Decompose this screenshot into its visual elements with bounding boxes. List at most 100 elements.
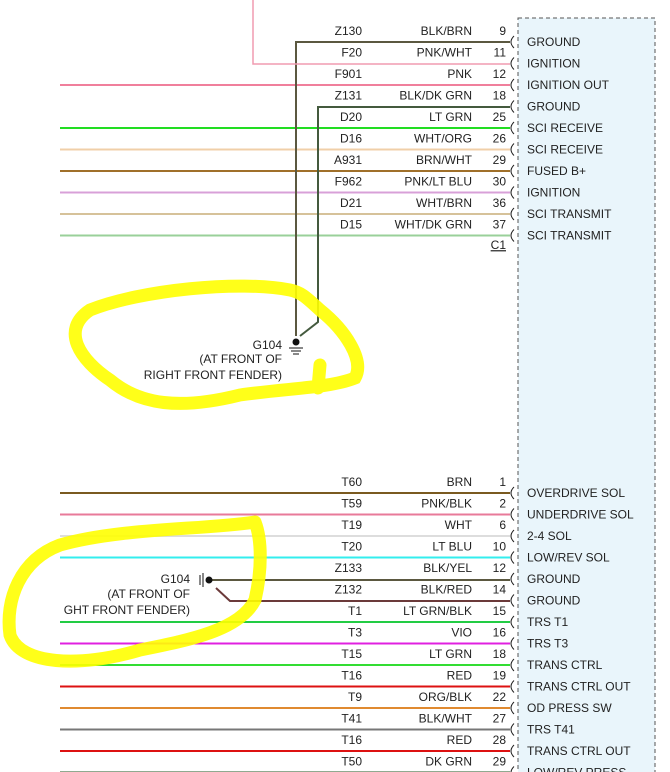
ground-label: G104 xyxy=(161,572,191,586)
wire-color: PNK/LT BLU xyxy=(404,175,472,189)
ground-location: (AT FRONT OF xyxy=(199,352,282,366)
ground-dot xyxy=(205,576,213,584)
pin-function: TRANS CTRL xyxy=(527,658,603,672)
wire-color: BLK/DK GRN xyxy=(399,89,472,103)
wire-color: PNK/BLK xyxy=(421,497,472,511)
connector-pin xyxy=(510,207,515,221)
pin-function: SCI TRANSMIT xyxy=(527,229,612,243)
wire-color: PNK/WHT xyxy=(417,46,473,60)
circuit-id: D16 xyxy=(340,132,362,146)
connector-pin xyxy=(510,615,515,629)
pin-function: SCI TRANSMIT xyxy=(527,207,612,221)
circuit-id: F962 xyxy=(335,175,363,189)
pin-number: 29 xyxy=(493,755,507,769)
pin-number: 11 xyxy=(494,46,507,60)
pin-number: 27 xyxy=(493,712,507,726)
connector-pin xyxy=(510,486,515,500)
wire-color: LT GRN xyxy=(429,647,472,661)
circuit-id: T59 xyxy=(341,497,362,511)
pin-number: 37 xyxy=(493,218,507,232)
circuit-id: D20 xyxy=(340,110,362,124)
pin-function: SCI RECEIVE xyxy=(527,121,603,135)
pin-number: 18 xyxy=(493,89,507,103)
connector-pin xyxy=(510,658,515,672)
pin-number: 10 xyxy=(493,540,507,554)
wire-color: WHT/DK GRN xyxy=(395,218,472,232)
connector-pin xyxy=(510,637,515,650)
wire-color: BLK/RED xyxy=(421,583,473,597)
pin-function: 2-4 SOL xyxy=(527,529,572,543)
ground-wire xyxy=(215,587,510,602)
connector-pin xyxy=(510,186,515,199)
connector-pin xyxy=(510,508,515,521)
wire-color: BLK/YEL xyxy=(423,561,472,575)
pin-number: 16 xyxy=(493,626,507,640)
wire-color: RED xyxy=(447,733,473,747)
connector-pin xyxy=(510,35,515,49)
circuit-id: Z132 xyxy=(335,583,363,597)
pin-number: 14 xyxy=(493,583,507,597)
circuit-id: F20 xyxy=(341,46,362,60)
wire-color: BLK/WHT xyxy=(419,712,473,726)
connector-pin xyxy=(510,744,515,758)
pin-function: TRANS CTRL OUT xyxy=(527,680,631,694)
circuit-id: T41 xyxy=(341,712,362,726)
connector-pin xyxy=(510,529,515,543)
circuit-id: A931 xyxy=(334,153,362,167)
pin-number: 25 xyxy=(493,110,507,124)
ground-wire xyxy=(295,41,510,336)
wire-color: PNK xyxy=(447,67,472,81)
pin-function: TRS T3 xyxy=(527,637,568,651)
pin-function: TRS T1 xyxy=(527,615,568,629)
pin-function: UNDERDRIVE SOL xyxy=(527,508,634,522)
wire-color: WHT xyxy=(445,518,473,532)
pin-function: TRS T41 xyxy=(527,723,575,737)
highlight xyxy=(68,279,365,410)
circuit-id: D15 xyxy=(340,218,362,232)
labels: Z130 BLK/BRN 9 GROUND F20 PNK/WHT 11 IGNITION F9… xyxy=(334,24,634,772)
pin-function: GROUND xyxy=(527,594,581,608)
connector-pin xyxy=(510,121,515,135)
pin-function: SCI RECEIVE xyxy=(527,143,603,157)
pin-number: 28 xyxy=(493,733,507,747)
circuit-id: Z131 xyxy=(335,89,363,103)
pin-function: GROUND xyxy=(527,35,581,49)
circuit-id: D21 xyxy=(340,196,362,210)
ground-dot xyxy=(292,338,300,346)
pin-function: IGNITION xyxy=(527,57,580,71)
module-box xyxy=(517,17,656,772)
circuit-id: T3 xyxy=(348,626,362,640)
ground-location: GHT FRONT FENDER) xyxy=(64,603,190,617)
pin-function: IGNITION xyxy=(527,186,580,200)
wire-color: VIO xyxy=(451,626,472,640)
wire xyxy=(252,0,510,65)
circuit-id: T15 xyxy=(341,647,362,661)
connector-pin xyxy=(510,164,515,178)
connector-pin xyxy=(510,701,515,715)
pin-number: 1 xyxy=(499,475,506,489)
connector-pin xyxy=(510,594,515,607)
pin-function: GROUND xyxy=(527,100,581,114)
circuit-id: Z133 xyxy=(335,561,363,575)
ground-location: (AT FRONT OF xyxy=(107,587,190,601)
pin-number: 12 xyxy=(493,561,507,575)
circuit-id: T9 xyxy=(348,690,362,704)
circuit-id: T1 xyxy=(348,604,362,618)
highlight xyxy=(2,515,267,668)
connector-pin xyxy=(510,100,515,113)
circuit-id: T20 xyxy=(341,540,362,554)
wire-color: BRN xyxy=(447,475,472,489)
connector-pin xyxy=(510,143,515,156)
circuit-id: T16 xyxy=(341,669,362,683)
ground-label: G104 xyxy=(253,338,283,352)
pin-number: 26 xyxy=(493,132,507,146)
pin-function: LOW/REV SOL xyxy=(527,551,610,565)
pin-number: 15 xyxy=(493,604,507,618)
connector-pin xyxy=(510,680,515,693)
connector-pin xyxy=(510,723,515,736)
circuit-id: T50 xyxy=(341,755,362,769)
pin-number: 36 xyxy=(493,196,507,210)
wire-color: LT BLU xyxy=(432,540,472,554)
circuit-id: T16 xyxy=(341,733,362,747)
